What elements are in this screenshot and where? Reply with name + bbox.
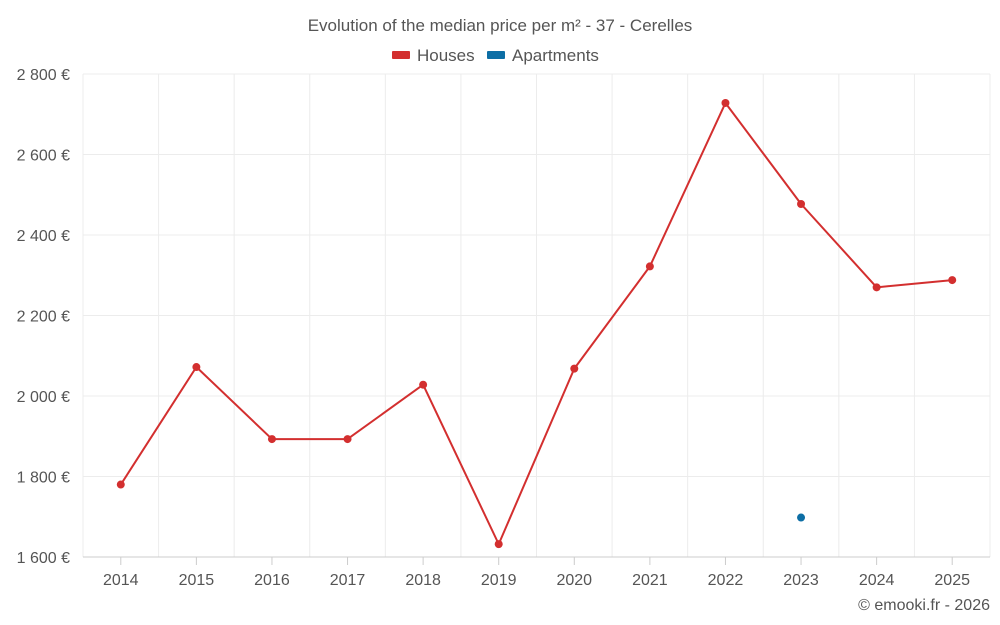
legend-label-apartments: Apartments (512, 46, 599, 65)
data-point-houses[interactable] (116, 480, 125, 489)
data-point-apartments[interactable] (797, 513, 806, 522)
series-houses (116, 98, 957, 549)
y-axis: 1 600 € 1 800 € 2 000 € 2 200 € 2 400 € 2 600… (17, 67, 70, 567)
legend-swatch-apartments (487, 51, 505, 59)
data-point-houses[interactable] (948, 276, 957, 285)
x-tick-label: 2021 (632, 572, 668, 589)
data-point-houses[interactable] (570, 364, 579, 373)
x-tick-label: 2022 (708, 572, 744, 589)
y-tick-label: 2 000 € (17, 389, 70, 406)
data-point-houses[interactable] (343, 435, 352, 444)
data-point-houses[interactable] (645, 262, 654, 271)
legend: Houses Apartments (392, 46, 599, 65)
data-point-houses[interactable] (267, 435, 276, 444)
data-point-houses[interactable] (192, 363, 201, 372)
chart-title: Evolution of the median price per m² - 3… (308, 16, 693, 35)
legend-item-houses[interactable]: Houses (392, 46, 475, 65)
x-tick-label: 2016 (254, 572, 290, 589)
x-tick-label: 2023 (783, 572, 819, 589)
x-tick-label: 2018 (405, 572, 441, 589)
y-tick-label: 2 200 € (17, 309, 70, 326)
data-point-houses[interactable] (872, 283, 881, 292)
y-tick-label: 2 800 € (17, 67, 70, 84)
grid (82, 73, 991, 558)
data-point-houses[interactable] (721, 98, 730, 107)
data-point-houses[interactable] (797, 200, 806, 209)
series-apartments (797, 513, 806, 522)
x-tick-label: 2024 (859, 572, 895, 589)
credit-text: © emooki.fr - 2026 (858, 597, 990, 614)
data-point-houses[interactable] (419, 380, 428, 389)
series-layer (116, 98, 957, 549)
x-tick-label: 2015 (179, 572, 215, 589)
y-tick-label: 1 800 € (17, 470, 70, 487)
series-line-houses (119, 101, 953, 546)
x-tick-label: 2017 (330, 572, 366, 589)
data-point-houses[interactable] (494, 540, 503, 549)
legend-item-apartments[interactable]: Apartments (487, 46, 599, 65)
x-tick-label: 2020 (556, 572, 592, 589)
x-axis: 2014 2015 2016 2017 2018 2019 2020 2021 2022 2023… (83, 556, 990, 589)
y-tick-label: 2 400 € (17, 228, 70, 245)
legend-swatch-houses (392, 51, 410, 59)
y-tick-label: 2 600 € (17, 148, 70, 165)
y-tick-label: 1 600 € (17, 550, 70, 567)
x-tick-label: 2019 (481, 572, 517, 589)
x-tick-label: 2014 (103, 572, 139, 589)
x-tick-label: 2025 (934, 572, 970, 589)
legend-label-houses: Houses (417, 46, 475, 65)
